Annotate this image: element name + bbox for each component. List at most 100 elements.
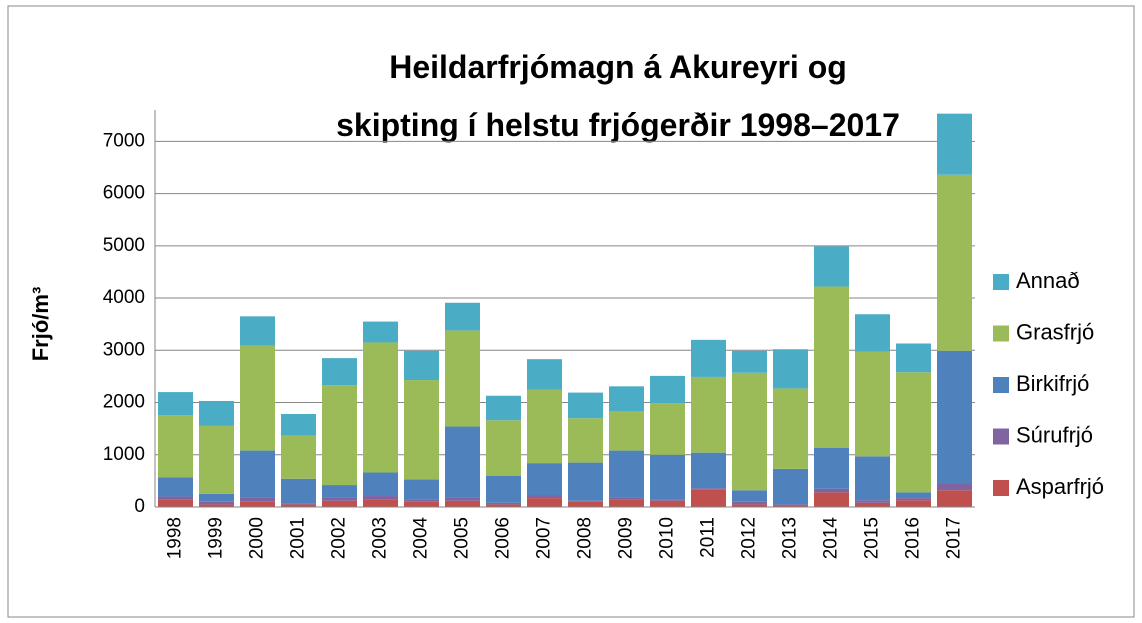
bar-segment [240, 316, 275, 346]
legend-label: Asparfrjó [1016, 474, 1104, 499]
bar-segment [937, 490, 972, 507]
bar-segment [609, 450, 644, 498]
bar-segment [855, 314, 890, 352]
bar-segment [609, 497, 644, 500]
bar-segment [199, 504, 234, 507]
bar-segment [732, 372, 767, 491]
bar-segment [773, 505, 808, 507]
bar-segment [445, 497, 480, 501]
y-tick-label: 5000 [103, 235, 145, 256]
bar-segment [855, 500, 890, 503]
x-tick-label: 2000 [247, 517, 268, 559]
bar-segment [527, 359, 562, 390]
bar-segment [773, 388, 808, 469]
bar-segment [773, 468, 808, 505]
bar-segment [855, 351, 890, 457]
y-tick-label: 7000 [103, 130, 145, 151]
bar-segment [486, 475, 521, 503]
x-tick-label: 1999 [206, 517, 227, 559]
x-tick-label: 1998 [165, 517, 186, 559]
bar-segment [240, 497, 275, 502]
bar-segment [568, 500, 603, 502]
bar-segment [404, 501, 439, 507]
bar-segment [814, 488, 849, 493]
x-tick-label: 2011 [698, 517, 719, 558]
bar-segment [691, 488, 726, 490]
x-tick-label: 2001 [288, 517, 309, 559]
bar-segment [322, 485, 357, 498]
bar-segment [281, 503, 316, 505]
bar-segment [199, 400, 234, 426]
bar-segment [568, 501, 603, 507]
bar-segment [732, 504, 767, 507]
bar-segment [527, 389, 562, 464]
bar-segment [527, 495, 562, 499]
bar-segment [568, 418, 603, 463]
bar-segment [199, 493, 234, 502]
bar-segment [650, 403, 685, 455]
y-tick-label: 6000 [103, 183, 145, 204]
bar-segment [773, 504, 808, 506]
bar-segment [896, 498, 931, 501]
bar-segment [322, 385, 357, 486]
bar-segment [691, 452, 726, 489]
bar-segment [199, 425, 234, 494]
bar-segment [486, 504, 521, 507]
bar-segment [609, 499, 644, 507]
legend-swatch [993, 480, 1009, 496]
legend-swatch [993, 428, 1009, 445]
bar-segment [240, 345, 275, 451]
bar-segment [896, 500, 931, 507]
bar-segment [445, 426, 480, 498]
legend-swatch [993, 274, 1009, 290]
bar-segment [445, 302, 480, 331]
legend-swatch [993, 377, 1009, 393]
x-tick-label: 2013 [780, 517, 801, 559]
bar-segment [363, 496, 398, 500]
bar-segment [527, 463, 562, 496]
legend-swatch [993, 325, 1009, 342]
bar-segment [814, 447, 849, 489]
bar-segment [404, 380, 439, 480]
bar-segment [609, 386, 644, 412]
bar-segment [404, 479, 439, 500]
x-tick-label: 2009 [616, 517, 637, 559]
bar-segment [445, 500, 480, 507]
chart-title: Heildarfrjómagn á Akureyri og skipting í … [336, 49, 900, 143]
bar-segment [855, 502, 890, 507]
legend-label: Birkifrjó [1016, 371, 1089, 396]
bar-segment [814, 492, 849, 507]
bar-segment [158, 477, 193, 497]
bar-segment [445, 330, 480, 427]
bar-segment [691, 489, 726, 507]
bar-segment [281, 478, 316, 504]
x-tick-label: 2002 [329, 517, 350, 559]
bar-segment [609, 411, 644, 451]
bar-segment [855, 456, 890, 501]
bar-segment [527, 498, 562, 507]
y-tick-label: 2000 [103, 392, 145, 413]
bar-segment [568, 392, 603, 419]
bar-segment [363, 499, 398, 507]
bar-segment [650, 454, 685, 500]
y-tick-label: 1000 [103, 444, 145, 465]
bar-segment [691, 339, 726, 377]
legend-label: Súrufrjó [1016, 422, 1093, 447]
x-tick-label: 2015 [862, 517, 883, 559]
y-tick-label: 3000 [103, 339, 145, 360]
x-tick-label: 2003 [370, 517, 391, 559]
y-tick-label: 4000 [103, 287, 145, 308]
y-axis-label: Frjó/m³ [28, 287, 53, 362]
bar-segment [281, 414, 316, 436]
x-tick-label: 2007 [534, 517, 555, 559]
bar-segment [281, 435, 316, 479]
bar-segment [158, 496, 193, 500]
bar-segment [691, 376, 726, 453]
bar-segment [732, 501, 767, 505]
bar-segment [732, 350, 767, 373]
x-tick-label: 2012 [739, 517, 760, 559]
bar-segment [650, 375, 685, 404]
bar-segment [896, 343, 931, 373]
bar-segment [363, 472, 398, 497]
